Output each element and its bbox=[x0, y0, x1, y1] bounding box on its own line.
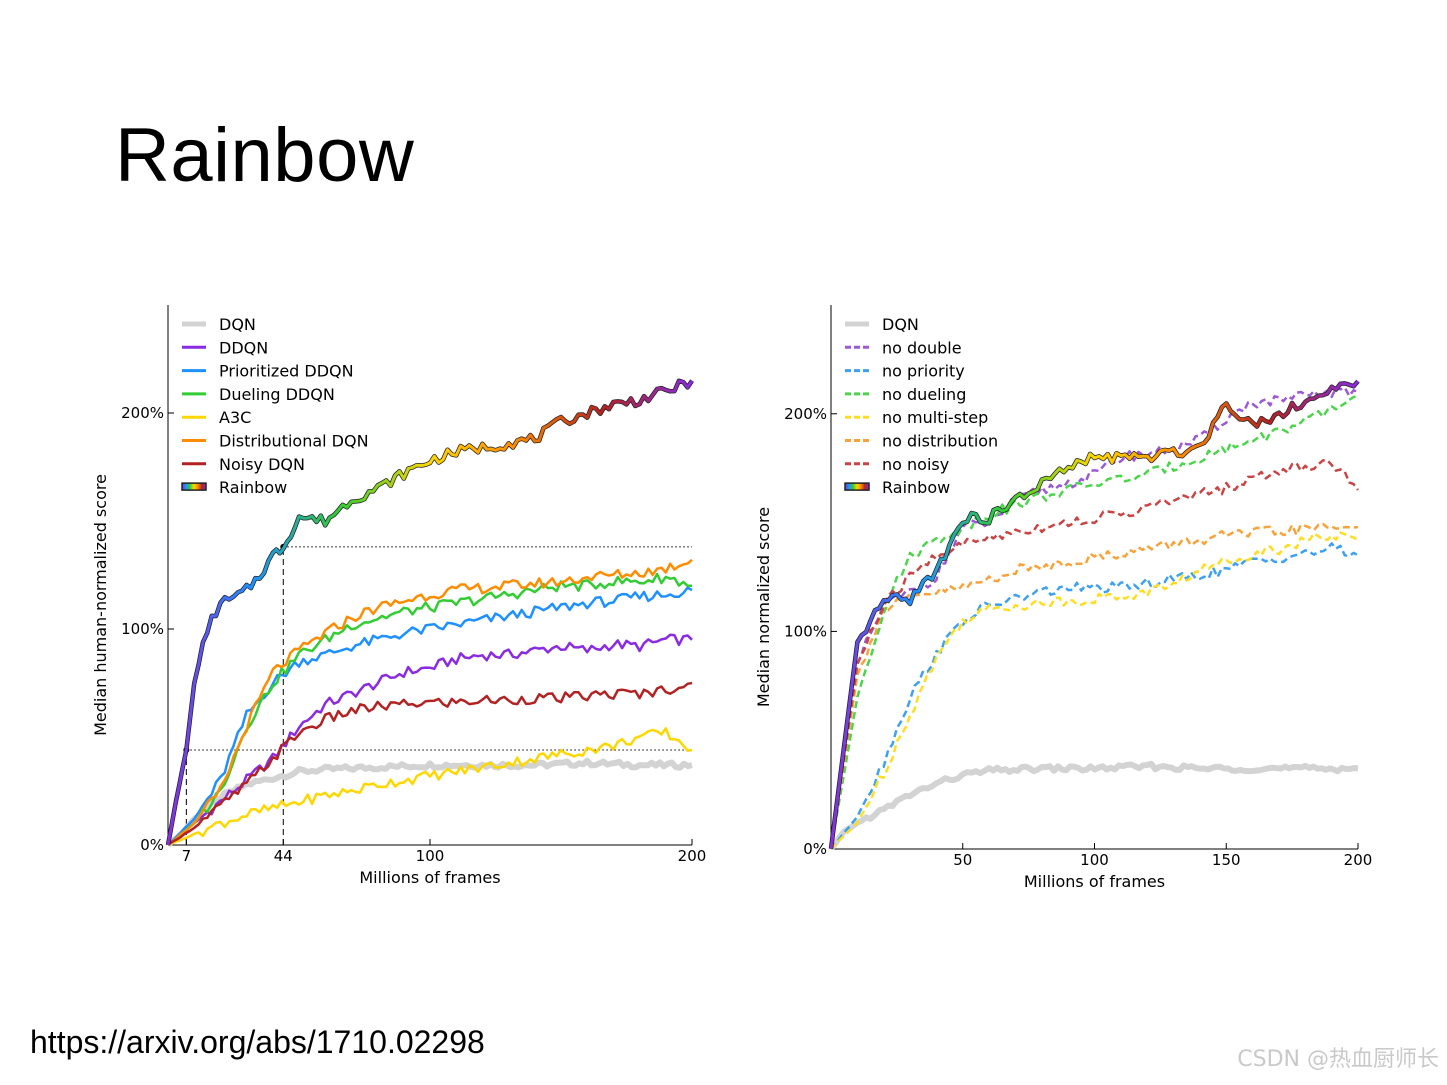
y-tick-label: 0% bbox=[803, 840, 827, 858]
legend-label: Prioritized DDQN bbox=[219, 362, 354, 381]
x-tick-label: 100 bbox=[416, 847, 445, 865]
y-tick-label: 100% bbox=[784, 622, 827, 640]
series-line-distributional-dqn bbox=[167, 558, 693, 846]
series-line-dueling-ddqn bbox=[167, 572, 692, 846]
x-axis-label: Millions of frames bbox=[359, 868, 500, 887]
legend-label: DDQN bbox=[219, 338, 268, 357]
series-line-no-noisy bbox=[829, 458, 1360, 849]
paper-link[interactable]: https://arxiv.org/abs/1710.02298 bbox=[30, 1024, 485, 1060]
series-line-dqn bbox=[828, 760, 1359, 851]
series-line-no-distribution bbox=[829, 522, 1359, 850]
y-axis-label: Median human-normalized score bbox=[91, 474, 110, 736]
series-line-no-double bbox=[829, 386, 1359, 849]
legend-swatch-rainbow bbox=[844, 482, 870, 491]
legend-label: A3C bbox=[219, 408, 251, 427]
legend-swatch-rainbow bbox=[181, 482, 207, 491]
legend-label: no noisy bbox=[882, 455, 949, 474]
legend-label: DQN bbox=[219, 315, 256, 334]
x-tick-label: 200 bbox=[1344, 851, 1373, 869]
series-line-rainbow bbox=[829, 380, 1360, 849]
series-line-prioritized-ddqn bbox=[167, 586, 693, 846]
series-line-dqn bbox=[165, 757, 693, 848]
series-line-ddqn bbox=[167, 633, 693, 846]
legend-label: no dueling bbox=[882, 385, 966, 404]
x-tick-label: 44 bbox=[274, 847, 293, 865]
series-line-noisy-dqn bbox=[167, 681, 693, 846]
y-tick-label: 200% bbox=[784, 405, 827, 423]
right-chart: 0% 100% 200% 50 100 150 200 Millions of frames M… bbox=[754, 305, 1372, 891]
legend-label: no distribution bbox=[882, 432, 998, 451]
legend-label: no double bbox=[882, 338, 962, 357]
x-tick-label: 200 bbox=[678, 847, 707, 865]
legend-label: Distributional DQN bbox=[219, 432, 369, 451]
y-axis-label: Median normalized score bbox=[754, 507, 773, 707]
x-tick-label: 50 bbox=[953, 851, 972, 869]
slide-title: Rainbow bbox=[115, 113, 415, 198]
legend-label: no priority bbox=[882, 362, 965, 381]
series-line-rainbow-outline bbox=[828, 379, 1360, 850]
x-tick-label: 7 bbox=[182, 847, 192, 865]
x-axis-label: Millions of frames bbox=[1024, 872, 1165, 891]
series-line-no-dueling bbox=[829, 395, 1359, 850]
legend-label: Noisy DQN bbox=[219, 455, 305, 474]
y-tick-label: 0% bbox=[140, 836, 164, 854]
x-tick-label: 150 bbox=[1212, 851, 1241, 869]
legend-label: no multi-step bbox=[882, 408, 988, 427]
x-tick-label: 100 bbox=[1080, 851, 1109, 869]
series-line-no-priority bbox=[830, 542, 1359, 850]
y-tick-label: 200% bbox=[121, 404, 164, 422]
legend-label: Rainbow bbox=[219, 478, 287, 497]
series-line-no-multi-step bbox=[830, 531, 1359, 850]
legend-label: Dueling DDQN bbox=[219, 385, 335, 404]
legend-label: DQN bbox=[882, 315, 919, 334]
y-tick-label: 100% bbox=[121, 620, 164, 638]
series-line-a3c bbox=[167, 727, 693, 847]
legend-label: Rainbow bbox=[882, 478, 950, 497]
watermark: CSDN @热血厨师长 bbox=[1237, 1047, 1439, 1072]
series-line-rainbow bbox=[166, 379, 694, 846]
left-chart: 0% 100% 200% 7 44 100 200 Millions of frames Med… bbox=[91, 305, 706, 887]
